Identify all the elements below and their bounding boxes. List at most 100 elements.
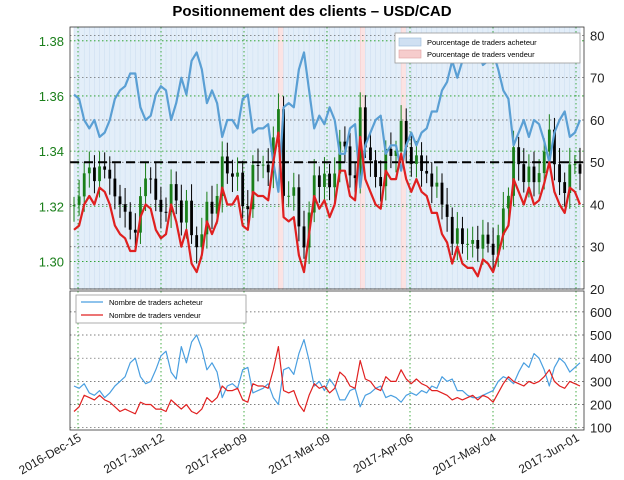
candle-body	[261, 164, 265, 166]
bottom-panel-frame	[69, 290, 585, 431]
bg-shade-band	[206, 27, 213, 289]
tick-label-right-count: 300	[590, 374, 612, 389]
bg-shade-band	[171, 27, 177, 289]
candle-body	[225, 156, 229, 174]
candle-body	[501, 208, 505, 236]
candle-body	[144, 178, 147, 197]
series-line-sellers-pct	[73, 131, 582, 278]
bg-shade-band	[431, 27, 438, 289]
series-line-sellers-count	[73, 346, 581, 415]
candle-body	[241, 172, 245, 207]
candle-body	[476, 239, 480, 249]
tick-label-right-pct: 40	[590, 197, 604, 212]
candle-body	[333, 173, 337, 188]
candle-body	[77, 196, 81, 206]
bg-shade-band	[508, 27, 514, 289]
bg-shade-band	[467, 27, 474, 289]
candle-body	[256, 164, 260, 166]
bg-shade-band	[74, 27, 80, 289]
candle-body	[128, 211, 132, 230]
tick-label-right-count: 200	[590, 398, 612, 413]
candle-body	[328, 173, 331, 188]
candle-body	[379, 177, 383, 187]
legend-bottom-box	[75, 294, 247, 324]
series-line-buyers-count	[73, 334, 581, 408]
bg-shade-band	[488, 27, 494, 289]
candle-body	[348, 146, 352, 176]
bg-shade-band	[304, 27, 310, 289]
candle-body	[450, 216, 454, 244]
candle-body	[527, 166, 531, 183]
bg-shade-band	[217, 27, 223, 289]
candle-body	[185, 200, 188, 223]
candle-body	[169, 184, 173, 213]
bg-shade-band	[564, 27, 571, 289]
bg-shade-band	[365, 27, 371, 289]
bg-shade-band	[442, 27, 448, 289]
candle-body	[87, 167, 91, 174]
bg-shade-band	[380, 27, 387, 289]
bg-shade-band	[114, 27, 121, 289]
candle-body	[394, 151, 398, 156]
bg-shade-band	[390, 27, 397, 289]
candle-body	[118, 196, 122, 205]
bg-shade-band	[293, 27, 300, 289]
bg-shade-band	[569, 27, 576, 289]
bg-shade-band	[181, 27, 187, 289]
bg-shade-band	[421, 27, 428, 289]
candle-body	[108, 169, 112, 179]
candle-body	[195, 235, 199, 248]
candle-body	[236, 172, 239, 177]
candle-body	[287, 195, 291, 197]
candle-body	[220, 156, 224, 196]
bg-shade-band	[242, 27, 249, 289]
candle-body	[440, 182, 444, 205]
tick-label-x: 2017-Mar-09	[266, 430, 333, 477]
candle-body	[246, 206, 250, 210]
tick-label-x: 2017-Feb-09	[183, 430, 250, 477]
bg-shade-band	[426, 27, 433, 289]
bottom-panel: 100 200 300 400 500 600	[69, 290, 612, 436]
bg-shade-band	[406, 27, 412, 289]
candle-body	[154, 178, 158, 200]
candle-body	[455, 228, 459, 244]
candle-body	[164, 211, 168, 213]
candle-body	[312, 175, 316, 213]
bg-shade-band	[549, 27, 555, 289]
bg-shade-band	[411, 27, 417, 289]
candle-body	[466, 243, 469, 245]
bg-shade-band	[166, 27, 172, 289]
bg-shade-band	[186, 27, 192, 289]
bg-shade-band	[227, 27, 233, 289]
candle-body	[338, 141, 342, 174]
legend-bottom: Nombre de traders acheteur Nombre de tra…	[75, 294, 247, 324]
candle-body	[82, 173, 86, 197]
legend-count-label-sellers: Nombre de traders vendeur	[109, 311, 201, 320]
bg-shade-band	[201, 27, 208, 289]
bg-shade-band	[125, 27, 131, 289]
candle-body	[461, 228, 464, 245]
bg-shade-band	[222, 27, 228, 289]
tick-label-x: 2017-Jan-12	[101, 430, 167, 476]
candle-body	[496, 235, 500, 255]
bg-shade-band	[513, 27, 520, 289]
bg-shade-band	[258, 27, 264, 289]
bg-shade-band	[539, 27, 545, 289]
candle-body	[409, 147, 413, 164]
candle-body	[404, 120, 408, 148]
bg-shade-band	[493, 27, 499, 289]
candle-body	[297, 187, 301, 227]
bg-shade-band	[329, 27, 336, 289]
bg-shade-band	[447, 27, 453, 289]
top-panel: 1.30 1.32 1.34 1.36 1.38 20 30 40 50 60 70 80	[39, 26, 604, 297]
candle-body	[578, 164, 582, 174]
bg-shade-band	[273, 27, 279, 289]
tick-label-right-pct: 20	[590, 282, 604, 297]
candle-body	[323, 173, 326, 187]
candle-body	[190, 200, 193, 236]
candle-body	[205, 201, 209, 235]
bg-shade-band	[140, 27, 146, 289]
bg-shade-band	[528, 27, 535, 289]
candle-body	[282, 109, 285, 196]
